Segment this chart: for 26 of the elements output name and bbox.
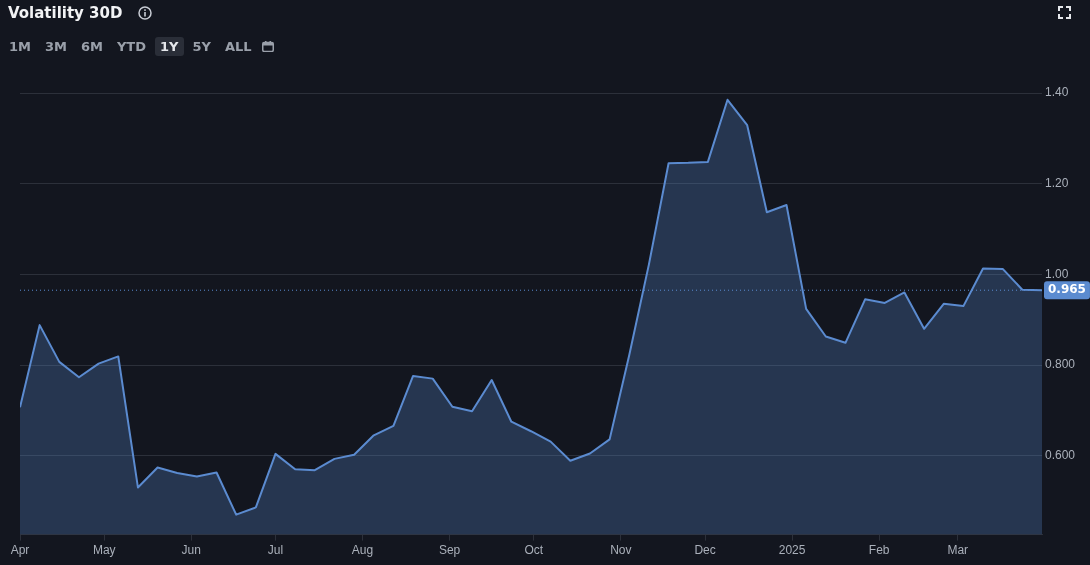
x-tick-label: Aug (351, 543, 374, 558)
text: YTD (115, 38, 148, 56)
x-tick-label: May (92, 543, 116, 558)
x-tick-label: Mar (947, 543, 969, 558)
x-tick-label: Dec (694, 543, 716, 558)
chart-title: Volatility 30D (8, 4, 123, 22)
text: 1M (8, 38, 32, 56)
text: 6M (79, 38, 104, 56)
text: ALL (223, 38, 253, 56)
text: 5Y (191, 38, 212, 56)
y-tick-label: 0.600 (1045, 448, 1076, 463)
x-tick-label: Jun (181, 543, 201, 558)
x-tick-label: Jul (267, 543, 284, 558)
x-tick-label: Apr (10, 543, 30, 558)
y-tick-label: 1.00 (1045, 266, 1069, 281)
y-tick-label: 1.40 (1045, 85, 1069, 100)
ref-line-label: 0.965 (1048, 282, 1086, 297)
text: 3M (44, 38, 68, 56)
x-tick-label: Sep (438, 543, 461, 558)
y-tick-label: 1.20 (1045, 175, 1069, 190)
x-tick-label: Feb (868, 543, 890, 558)
x-tick-label: Nov (610, 543, 632, 558)
y-tick-label: 0.800 (1045, 357, 1076, 372)
text: 1Y (155, 37, 184, 56)
x-tick-label: 2025 (778, 543, 806, 558)
x-tick-label: Oct (524, 543, 544, 558)
